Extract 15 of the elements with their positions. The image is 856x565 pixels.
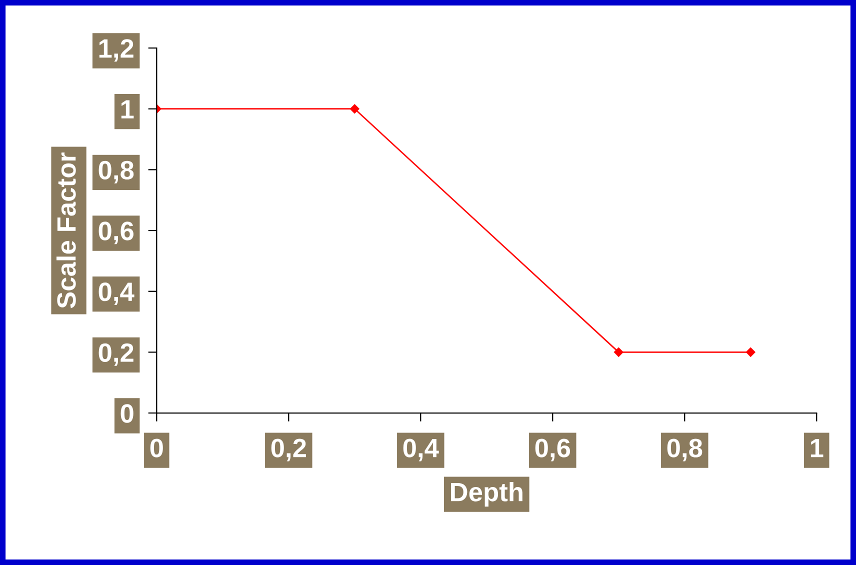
- x-tick-label: 0: [150, 438, 163, 458]
- x-tick-label: 0,6: [535, 438, 570, 462]
- y-tick-label: 0,6: [98, 222, 134, 244]
- y-tick-label: 0,2: [98, 343, 134, 366]
- y-tick-label: 1: [121, 100, 134, 118]
- x-tick-label: 1: [810, 438, 824, 458]
- y-tick-label: 0: [120, 404, 134, 423]
- x-axis-title: Depth: [451, 482, 522, 507]
- x-tick-label: 0,2: [271, 438, 306, 462]
- y-tick-label: 0,8: [98, 160, 134, 184]
- y-axis-title: Scale Factor: [56, 152, 76, 308]
- x-tick-label: 0,8: [667, 438, 702, 462]
- x-tick-label: 0,4: [403, 438, 439, 462]
- y-tick-label: 1,2: [99, 39, 134, 62]
- y-tick-label: 0,4: [98, 282, 134, 305]
